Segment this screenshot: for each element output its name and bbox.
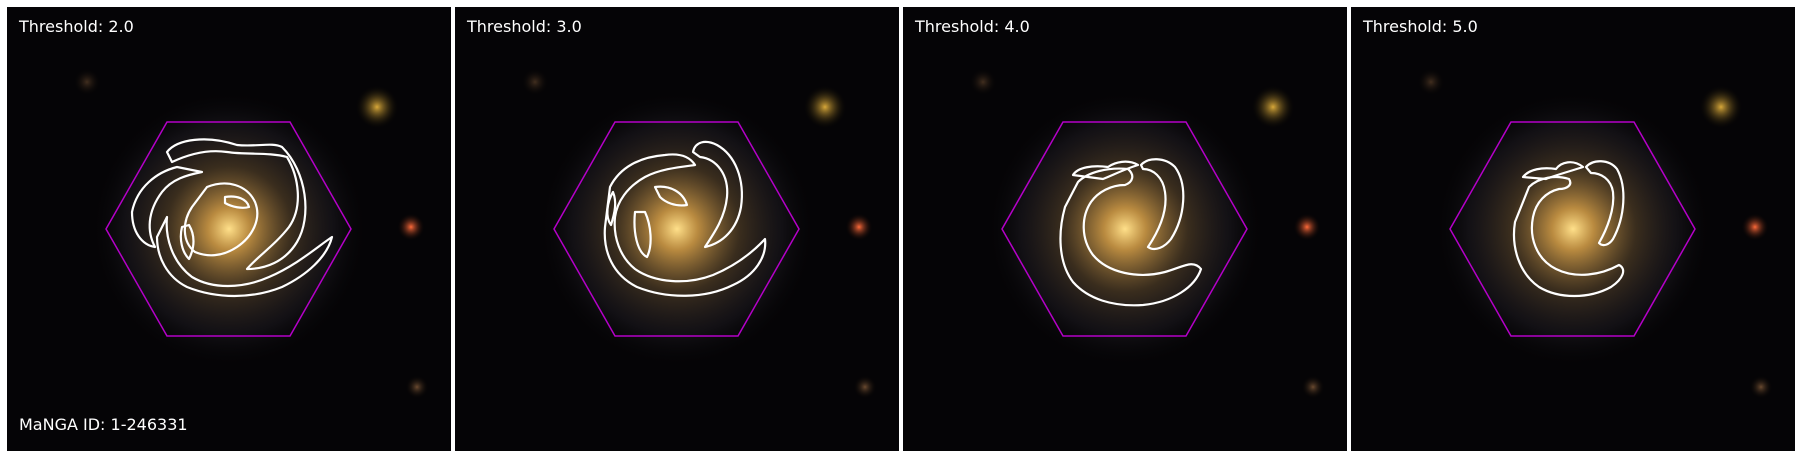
galaxy-panel-1: Threshold: 2.0 MaNGA ID: 1-246331 — [7, 7, 451, 451]
galaxy-image-4 — [1351, 7, 1795, 451]
threshold-label: Threshold: 4.0 — [915, 17, 1030, 36]
galaxy-image-1 — [7, 7, 451, 451]
contour-lines — [1513, 160, 1625, 297]
threshold-label: Threshold: 5.0 — [1363, 17, 1478, 36]
ifu-hexagon — [1001, 121, 1248, 337]
contour-lines — [1059, 158, 1203, 307]
galaxy-image-2 — [455, 7, 899, 451]
galaxy-image-3 — [903, 7, 1347, 451]
ifu-hexagon — [105, 121, 352, 337]
contour-lines — [130, 138, 334, 298]
galaxy-panel-2: Threshold: 3.0 — [455, 7, 899, 451]
galaxy-panel-4: Threshold: 5.0 — [1351, 7, 1795, 451]
threshold-label: Threshold: 3.0 — [467, 17, 582, 36]
galaxy-panel-3: Threshold: 4.0 — [903, 7, 1347, 451]
ifu-hexagon — [553, 121, 800, 337]
contour-lines — [603, 140, 767, 297]
manga-id-label: MaNGA ID: 1-246331 — [19, 415, 188, 434]
ifu-hexagon — [1449, 121, 1696, 337]
threshold-label: Threshold: 2.0 — [19, 17, 134, 36]
